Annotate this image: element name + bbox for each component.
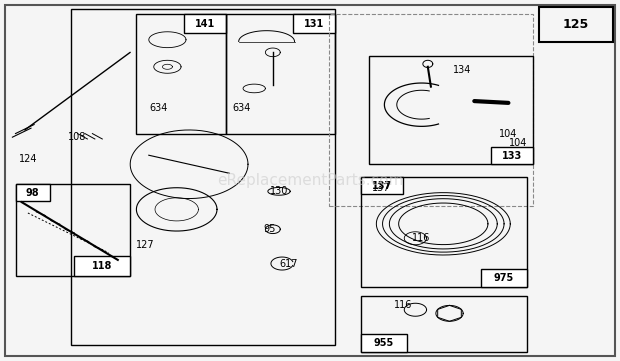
Text: 116: 116 <box>394 300 412 310</box>
Bar <box>136 14 226 134</box>
Bar <box>71 9 335 345</box>
Bar <box>480 269 527 287</box>
Text: 98: 98 <box>26 188 39 198</box>
Text: 127: 127 <box>136 240 155 251</box>
Text: 134: 134 <box>453 65 471 75</box>
Bar <box>329 14 533 206</box>
Text: 617: 617 <box>279 258 298 269</box>
Text: 133: 133 <box>502 151 522 161</box>
Bar <box>361 296 527 352</box>
Text: 125: 125 <box>563 18 589 31</box>
Bar <box>226 14 335 134</box>
Bar <box>361 177 403 194</box>
Text: eReplacementParts.com: eReplacementParts.com <box>217 173 403 188</box>
Bar <box>361 177 527 287</box>
Bar <box>16 184 50 201</box>
Bar <box>369 56 533 164</box>
Bar <box>539 7 613 42</box>
Bar <box>16 184 130 276</box>
Text: 141: 141 <box>195 19 215 29</box>
Text: 634: 634 <box>232 103 251 113</box>
Text: 104: 104 <box>499 129 518 139</box>
Text: 137: 137 <box>372 180 392 191</box>
Bar <box>293 14 335 33</box>
Text: 124: 124 <box>19 154 37 164</box>
Bar <box>361 334 407 352</box>
Text: 116: 116 <box>412 233 431 243</box>
Text: 130: 130 <box>270 186 288 196</box>
Bar <box>184 14 226 33</box>
Text: 95: 95 <box>264 224 276 234</box>
Text: 131: 131 <box>304 19 324 29</box>
Text: 955: 955 <box>374 338 394 348</box>
Text: 104: 104 <box>508 138 527 148</box>
Bar <box>74 256 130 276</box>
Text: 108: 108 <box>68 132 87 142</box>
Text: 137: 137 <box>372 183 391 193</box>
Text: 118: 118 <box>92 261 112 271</box>
Bar <box>491 147 533 164</box>
Text: 975: 975 <box>494 273 514 283</box>
Text: 634: 634 <box>149 103 167 113</box>
